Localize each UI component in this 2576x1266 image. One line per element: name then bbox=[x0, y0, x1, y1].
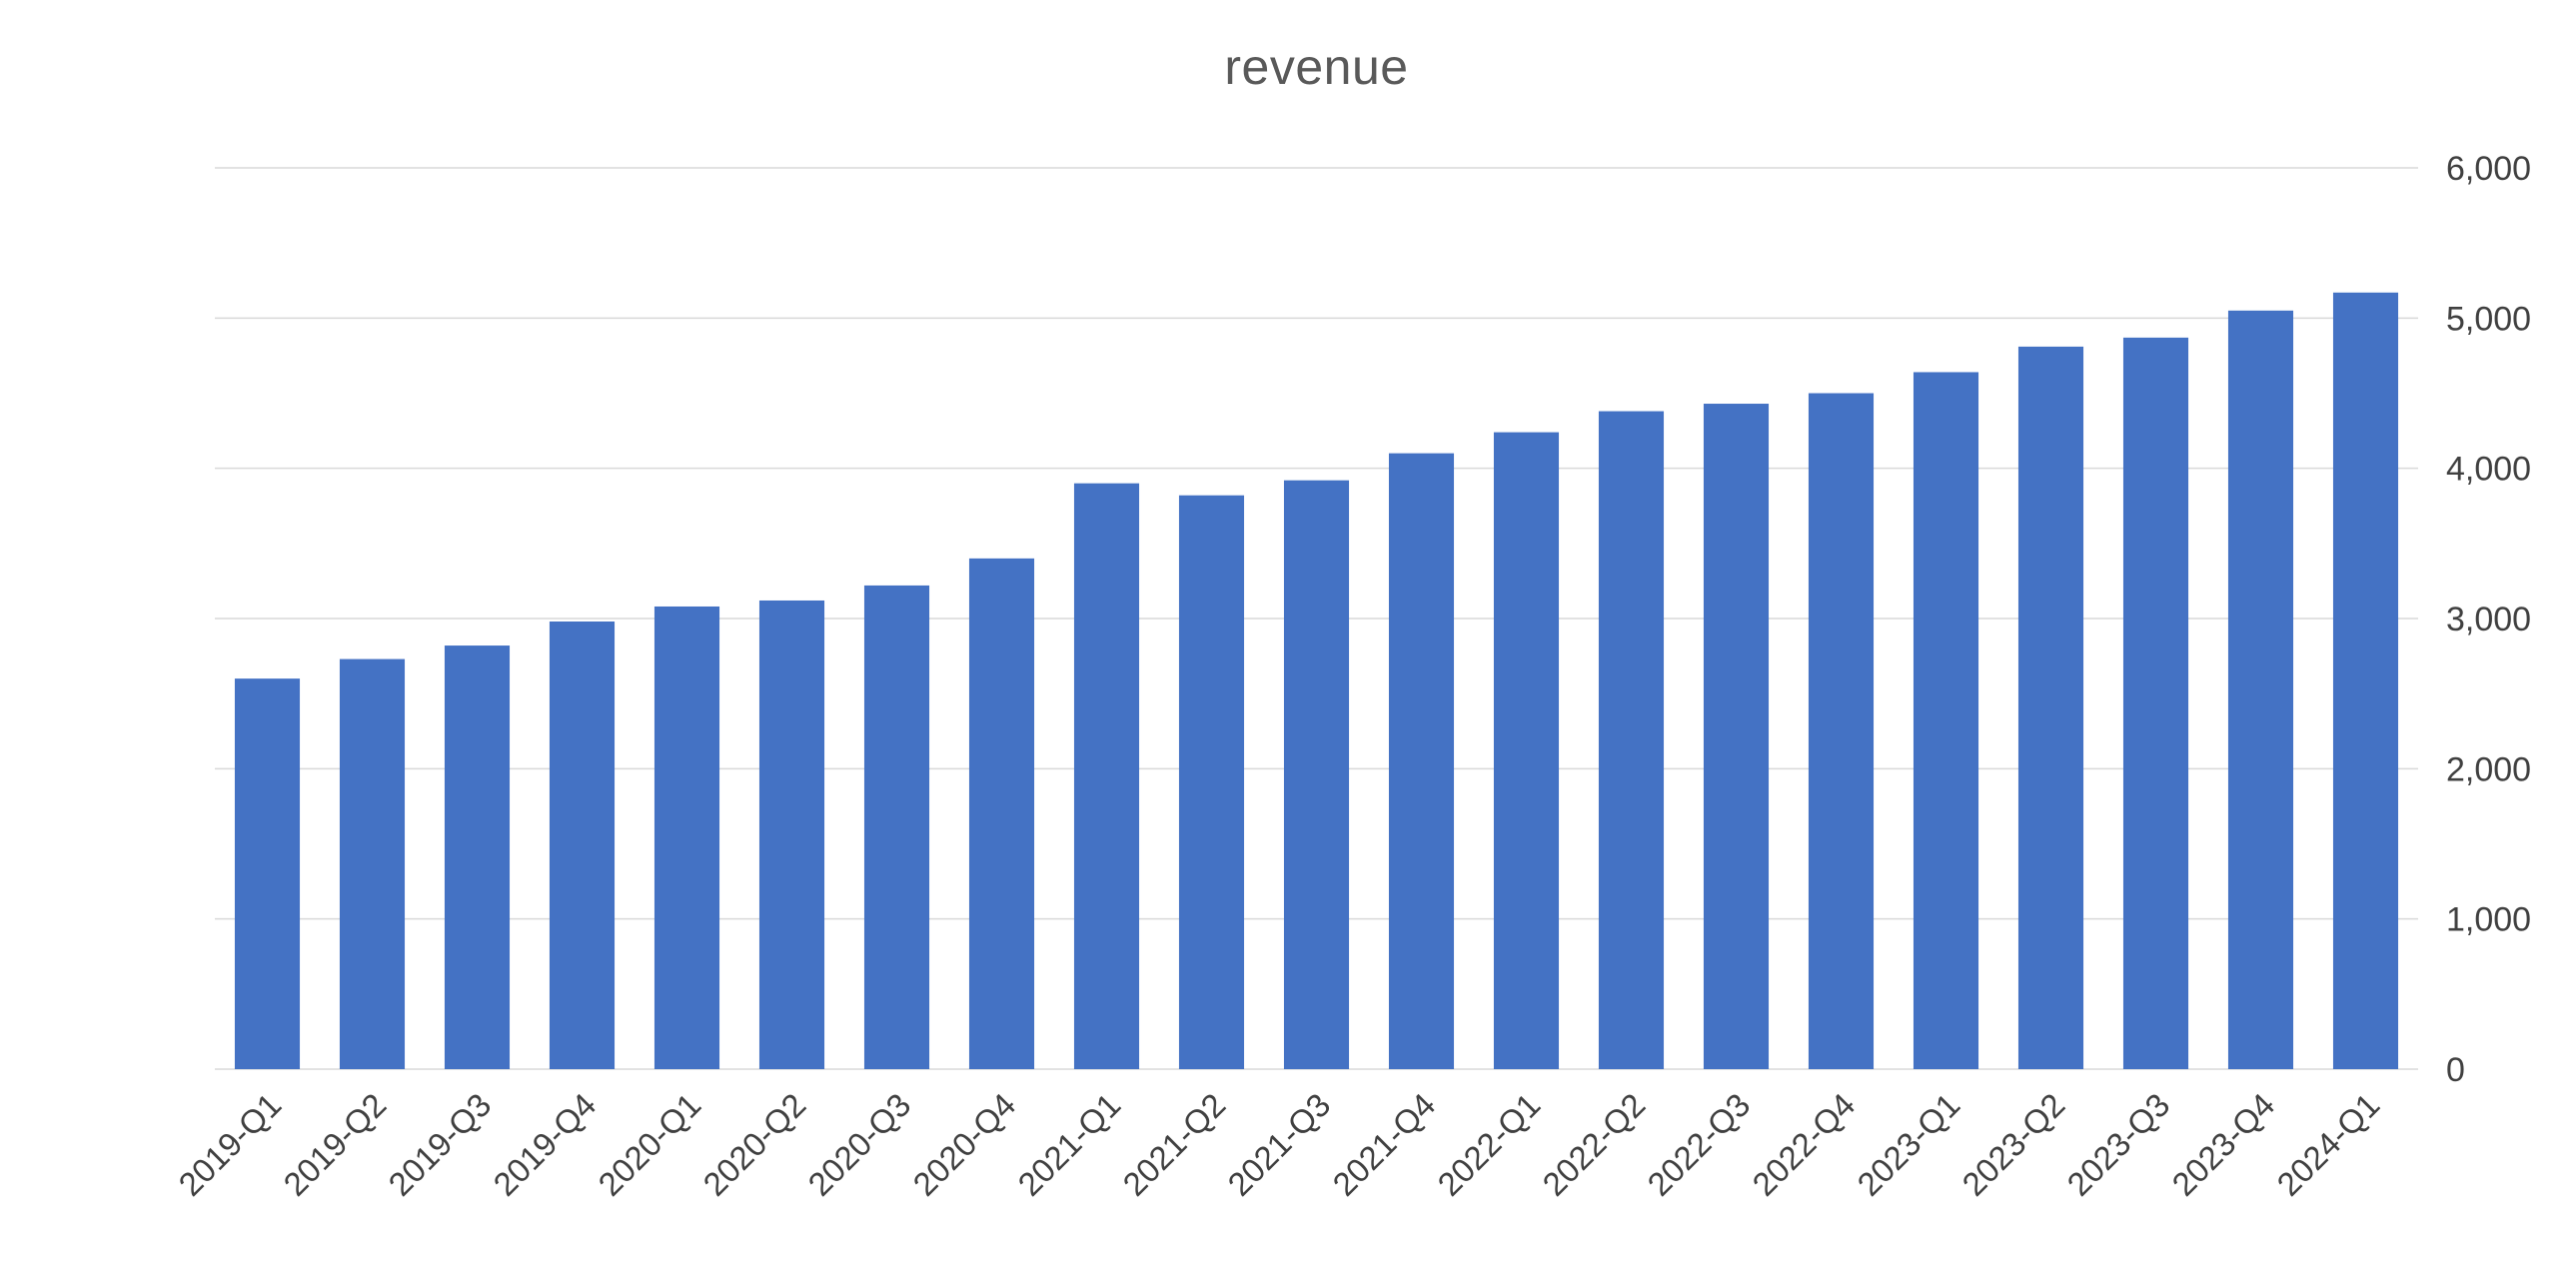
x-axis-category-label: 2023-Q4 bbox=[2164, 1086, 2281, 1203]
bar bbox=[653, 606, 720, 1069]
x-axis-category-label: 2020-Q3 bbox=[800, 1086, 917, 1203]
bar bbox=[1283, 480, 1350, 1069]
x-axis-category-label: 2020-Q2 bbox=[695, 1086, 812, 1203]
x-axis-category-label: 2020-Q4 bbox=[905, 1086, 1022, 1203]
x-axis-category-label: 2024-Q1 bbox=[2269, 1086, 2386, 1203]
x-axis-category-label: 2021-Q3 bbox=[1220, 1086, 1337, 1203]
x-axis-category-label: 2021-Q1 bbox=[1010, 1086, 1127, 1203]
y-axis-tick-label: 2,000 bbox=[2446, 750, 2531, 788]
x-axis-category-label: 2021-Q4 bbox=[1325, 1086, 1442, 1203]
y-axis-tick-label: 5,000 bbox=[2446, 300, 2531, 338]
chart-title: revenue bbox=[1224, 39, 1409, 95]
bar bbox=[234, 678, 301, 1069]
bar bbox=[2017, 346, 2084, 1069]
y-axis-tick-label: 4,000 bbox=[2446, 451, 2531, 489]
bar bbox=[968, 558, 1035, 1069]
x-axis-category-label: 2023-Q2 bbox=[1954, 1086, 2071, 1203]
y-axis-tick-label: 6,000 bbox=[2446, 150, 2531, 188]
y-axis-tick-label: 3,000 bbox=[2446, 601, 2531, 638]
x-axis-category-label: 2020-Q1 bbox=[591, 1086, 707, 1203]
x-axis-category-label: 2022-Q3 bbox=[1640, 1086, 1757, 1203]
bar bbox=[2332, 292, 2399, 1069]
x-axis-category-label: 2022-Q2 bbox=[1535, 1086, 1652, 1203]
x-axis-category-label: 2022-Q1 bbox=[1430, 1086, 1547, 1203]
y-axis-tick-label: 0 bbox=[2446, 1051, 2465, 1089]
bar bbox=[2227, 310, 2294, 1070]
x-axis-category-label: 2019-Q3 bbox=[381, 1086, 498, 1203]
bar bbox=[444, 645, 511, 1069]
bar bbox=[1178, 495, 1245, 1069]
x-axis-category-label: 2019-Q1 bbox=[171, 1086, 288, 1203]
x-axis-category-label: 2021-Q2 bbox=[1115, 1086, 1232, 1203]
x-axis-category-label: 2019-Q2 bbox=[276, 1086, 393, 1203]
bar bbox=[1808, 393, 1875, 1069]
bar bbox=[2122, 337, 2189, 1069]
x-axis-category-label: 2019-Q4 bbox=[486, 1086, 603, 1203]
y-axis-tick-label: 1,000 bbox=[2446, 901, 2531, 939]
bar bbox=[1913, 372, 1979, 1069]
bar bbox=[549, 622, 616, 1069]
bar bbox=[1598, 411, 1665, 1069]
x-axis-category-label: 2023-Q1 bbox=[1850, 1086, 1966, 1203]
bar bbox=[339, 658, 406, 1069]
x-axis-category-label: 2023-Q3 bbox=[2059, 1086, 2176, 1203]
bar bbox=[1703, 404, 1770, 1070]
bar bbox=[863, 585, 930, 1069]
bar bbox=[1493, 432, 1560, 1069]
bar bbox=[758, 600, 825, 1069]
bar bbox=[1388, 453, 1455, 1070]
bar bbox=[1073, 483, 1140, 1069]
x-axis-category-label: 2022-Q4 bbox=[1745, 1086, 1862, 1203]
